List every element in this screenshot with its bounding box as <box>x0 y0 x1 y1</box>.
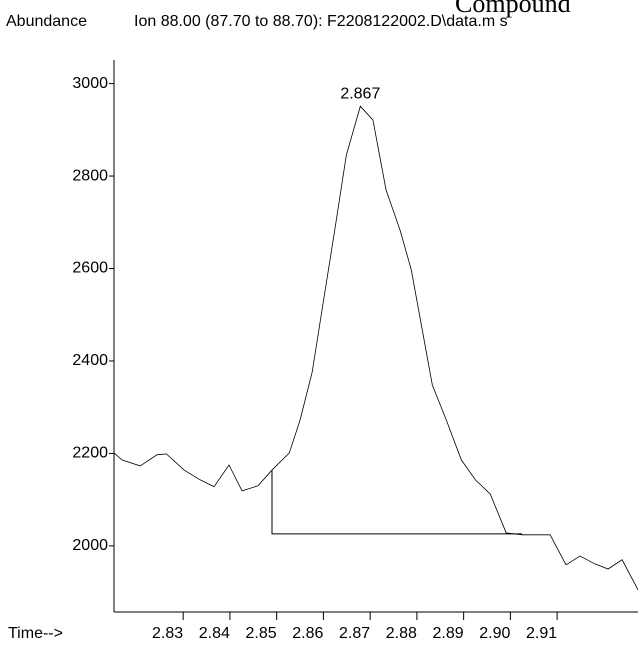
x-tick-label: 2.91 <box>526 625 557 642</box>
corner-text: Compound <box>455 0 571 18</box>
x-axis-label: Time--> <box>8 625 63 642</box>
x-tick-label: 2.89 <box>433 625 464 642</box>
y-tick-label: 3000 <box>72 75 108 92</box>
x-tick-label: 2.83 <box>152 625 183 642</box>
y-tick-label: 2800 <box>72 167 108 184</box>
integration-baseline <box>271 470 523 535</box>
y-tick-label: 2200 <box>72 445 108 462</box>
x-tick-label: 2.84 <box>199 625 230 642</box>
y-tick-label: 2000 <box>72 537 108 554</box>
x-tick-label: 2.88 <box>386 625 417 642</box>
data-line <box>113 105 639 590</box>
x-tick-label: 2.87 <box>339 625 370 642</box>
x-tick-label: 2.86 <box>292 625 323 642</box>
x-tick-label: 2.90 <box>479 625 510 642</box>
x-tick-label: 2.85 <box>246 625 277 642</box>
y-axis-label: Abundance <box>6 13 87 30</box>
y-tick-label: 2400 <box>72 352 108 369</box>
chart-title: Ion 88.00 (87.70 to 88.70): F2208122002.… <box>134 13 508 30</box>
y-tick-label: 2600 <box>72 260 108 277</box>
peak-label: 2.867 <box>340 85 380 102</box>
